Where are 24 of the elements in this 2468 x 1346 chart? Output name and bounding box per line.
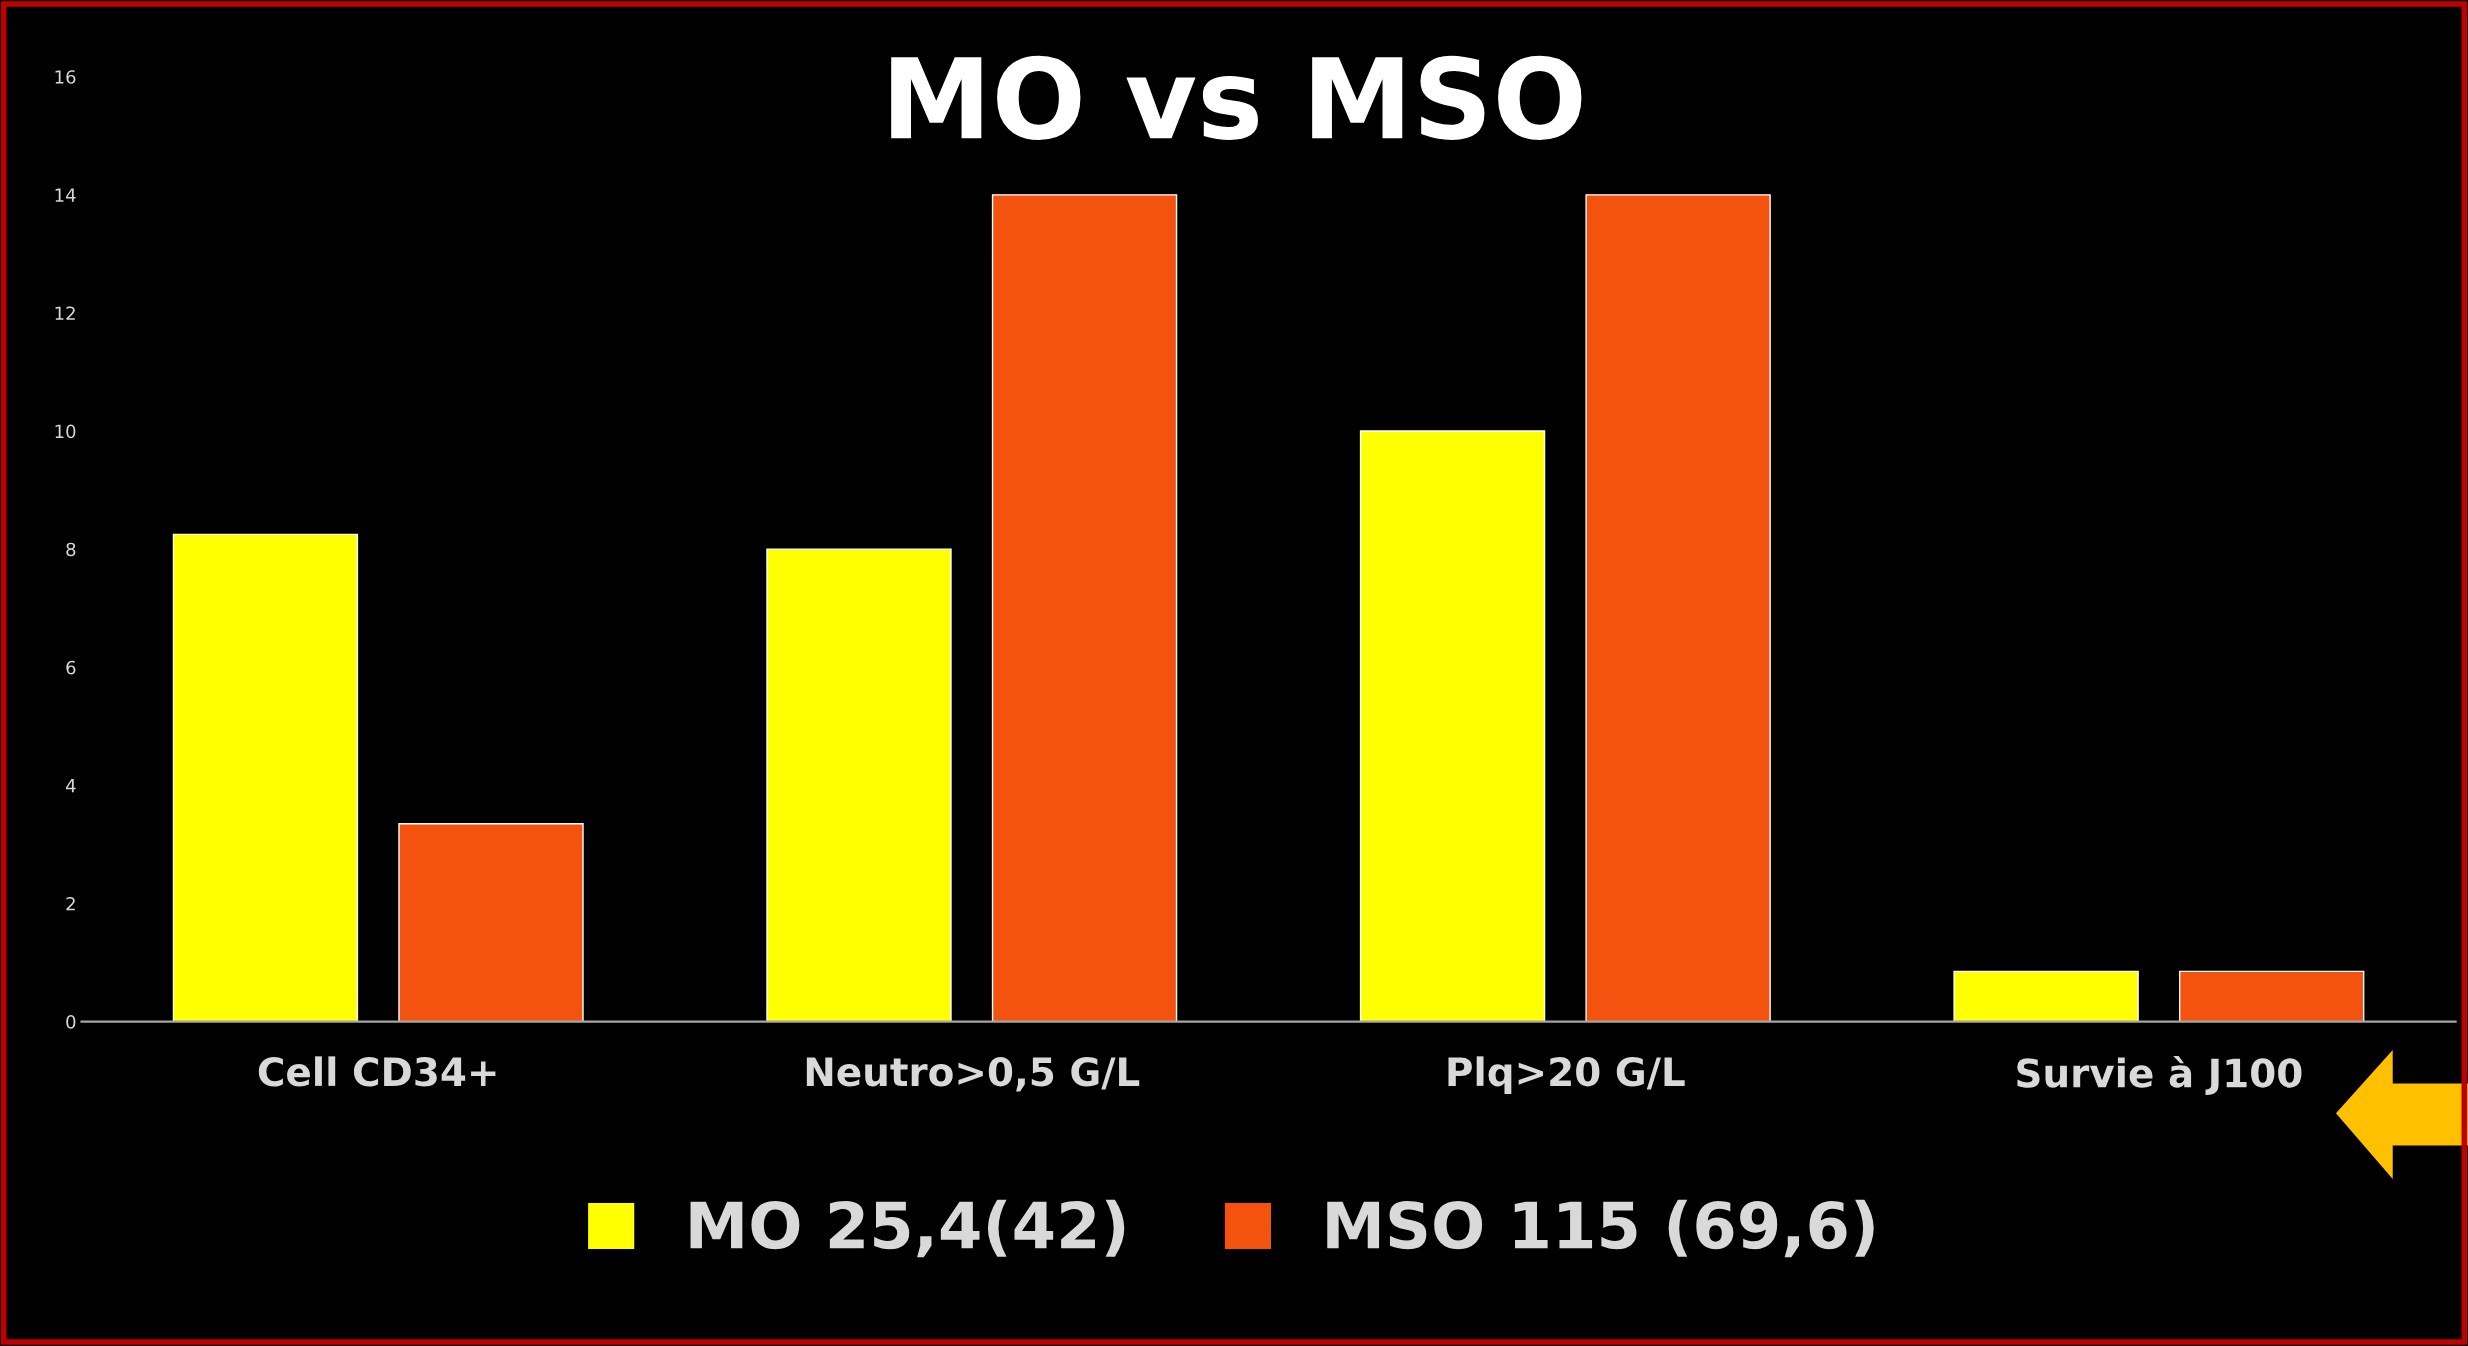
y-tick-label: 2 <box>66 896 75 911</box>
bar <box>1953 970 2139 1022</box>
y-tick-label: 12 <box>55 306 75 320</box>
chart-title: MO vs MSO <box>891 55 1582 140</box>
y-tick-label: 10 <box>55 424 76 439</box>
bar <box>172 533 359 1022</box>
x-tick-label: Plq>20 G/L <box>1448 1056 1685 1094</box>
bar <box>1585 194 1771 1022</box>
y-tick-label: 6 <box>66 660 76 675</box>
x-tick-label: Neutro>0,5 G/L <box>806 1057 1140 1092</box>
y-tick-label: 14 <box>55 188 76 202</box>
bar <box>2178 970 2365 1022</box>
bar <box>398 823 584 1022</box>
bar <box>1359 430 1546 1022</box>
y-tick-label: 16 <box>55 70 76 84</box>
x-tick-label: Cell CD34+ <box>258 1056 496 1087</box>
legend-label: MO 25,4(42) <box>690 1199 1125 1258</box>
y-tick-label: 8 <box>66 542 76 557</box>
legend-label: MSO 115 (69,6) <box>1327 1199 1874 1258</box>
y-tick-label: 4 <box>65 779 76 793</box>
y-tick-label: 0 <box>66 1015 76 1029</box>
x-tick-label: Survie à J100 <box>2017 1056 2302 1095</box>
bar <box>991 194 1178 1022</box>
bar <box>766 548 952 1022</box>
